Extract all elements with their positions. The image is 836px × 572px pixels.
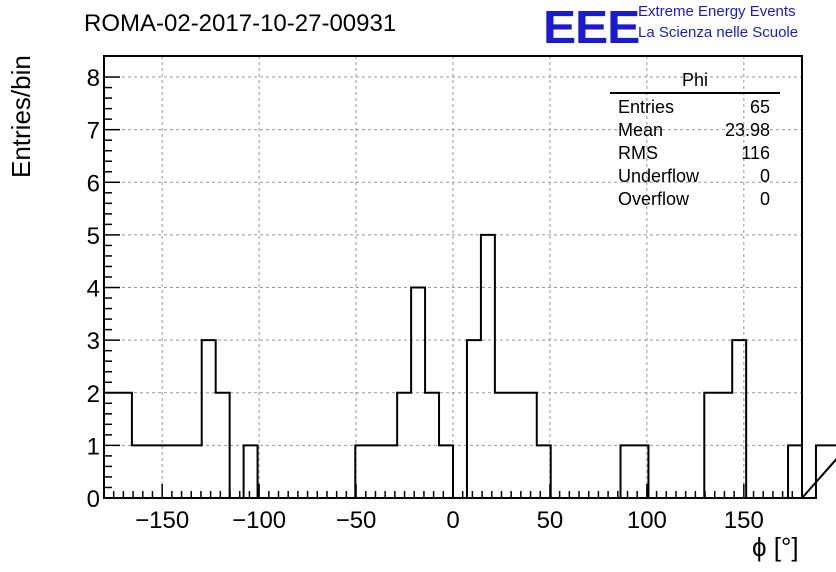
histogram-bin — [830, 445, 836, 498]
histogram-bin — [202, 340, 216, 498]
stats-value: 65 — [749, 97, 770, 117]
stats-row-entries: Entries 65 — [610, 96, 780, 119]
stats-name: Phi — [610, 70, 780, 94]
histogram-bin — [174, 445, 188, 498]
y-tick-label: 0 — [87, 486, 100, 513]
y-tick-label: 3 — [87, 328, 100, 355]
stats-value: 116 — [741, 143, 770, 163]
stats-value: 23.98 — [724, 120, 770, 140]
stats-row-rms: RMS 116 — [610, 142, 780, 165]
y-tick-label: 2 — [87, 381, 100, 408]
stats-label: Overflow — [618, 189, 690, 209]
x-tick-label: −100 — [232, 507, 286, 534]
histogram-bin — [788, 445, 802, 498]
x-tick-label: −50 — [336, 507, 377, 534]
histogram-bin — [355, 445, 369, 498]
y-tick-label: 5 — [87, 223, 100, 250]
y-tick-label: 1 — [87, 433, 100, 460]
histogram-bin — [146, 445, 160, 498]
x-tick-label: 50 — [537, 507, 564, 534]
stats-label: Mean — [618, 120, 664, 140]
histogram-bin — [244, 445, 258, 498]
y-tick-label: 6 — [87, 170, 100, 197]
y-axis-ticks: 0 1 2 3 4 5 6 7 8 — [87, 65, 120, 513]
chart-title: ROMA-02-2017-10-27-00931 — [84, 10, 397, 37]
y-axis-label: Entries/bin — [6, 55, 36, 178]
x-axis-ticks: −150 −100 −50 0 50 100 150 — [112, 484, 794, 534]
stats-value: 0 — [759, 166, 770, 186]
histogram-bin — [188, 445, 202, 498]
brand-line-2: La Scienza nelle Scuole — [638, 24, 799, 41]
stats-value: 0 — [759, 189, 770, 209]
x-tick-label: 150 — [724, 507, 764, 534]
histogram-bin — [467, 340, 481, 498]
histogram-bin — [481, 235, 495, 498]
histogram-bin — [621, 445, 635, 498]
stats-row-underflow: Underflow 0 — [610, 165, 780, 188]
brand-line-1: Extreme Energy Events — [638, 3, 796, 20]
eee-logo: EEE — [543, 1, 640, 53]
stats-row-mean: Mean 23.98 — [610, 119, 780, 142]
histogram-bin — [369, 445, 383, 498]
histogram-bin — [383, 445, 397, 498]
x-tick-label: 100 — [627, 507, 667, 534]
histogram-bin — [537, 445, 551, 498]
x-tick-label: 0 — [446, 507, 459, 534]
x-axis-label: ϕ [°] — [752, 532, 799, 562]
stats-label: Underflow — [618, 166, 700, 186]
stats-label: Entries — [618, 97, 675, 117]
x-tick-label: −150 — [135, 507, 189, 534]
histogram-bars — [103, 233, 836, 499]
y-tick-label: 7 — [87, 118, 100, 145]
y-tick-label: 8 — [87, 65, 100, 92]
stats-box: Phi Entries 65 Mean 23.98 RMS 116 Underflow… — [610, 70, 780, 211]
stats-row-overflow: Overflow 0 — [610, 188, 780, 211]
histogram-bin — [132, 445, 146, 498]
histogram-bin — [439, 445, 453, 498]
histogram-bin — [816, 445, 830, 498]
histogram-bin — [216, 393, 230, 498]
histogram-outline — [103, 233, 836, 499]
y-tick-label: 4 — [87, 276, 100, 303]
stats-label: RMS — [618, 143, 658, 163]
